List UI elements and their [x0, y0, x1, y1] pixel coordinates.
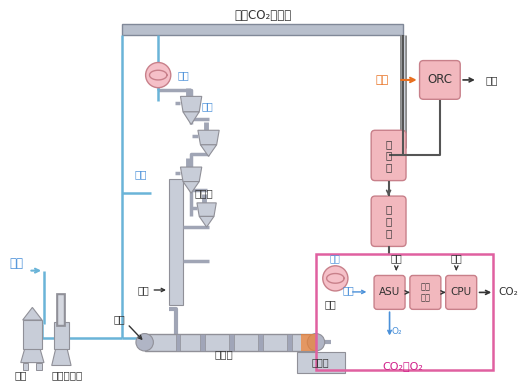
Polygon shape — [53, 322, 69, 349]
Polygon shape — [197, 203, 216, 216]
Text: O₂: O₂ — [391, 327, 402, 336]
Text: 收
尘
器: 收 尘 器 — [386, 139, 392, 172]
Text: 电能: 电能 — [450, 253, 462, 263]
Polygon shape — [287, 333, 292, 351]
Text: 冷却机: 冷却机 — [312, 358, 330, 368]
Text: ASU: ASU — [379, 288, 400, 297]
Text: 燃料: 燃料 — [324, 300, 336, 310]
Text: 生料: 生料 — [9, 257, 23, 270]
Polygon shape — [229, 333, 234, 351]
Polygon shape — [199, 216, 214, 227]
Text: 热料: 热料 — [343, 285, 354, 295]
Polygon shape — [297, 352, 345, 373]
FancyBboxPatch shape — [419, 60, 460, 99]
Text: 电能: 电能 — [390, 253, 402, 263]
Text: ORC: ORC — [427, 74, 453, 87]
Text: CPU: CPU — [450, 288, 472, 297]
FancyBboxPatch shape — [446, 276, 476, 310]
Circle shape — [146, 62, 171, 88]
Polygon shape — [258, 333, 263, 351]
Text: 空气: 空气 — [330, 256, 340, 264]
Polygon shape — [36, 363, 42, 370]
Polygon shape — [145, 333, 316, 351]
Polygon shape — [23, 320, 42, 349]
Polygon shape — [181, 167, 202, 182]
Polygon shape — [169, 179, 183, 305]
Text: CO₂和O₂: CO₂和O₂ — [383, 362, 424, 372]
Polygon shape — [183, 182, 199, 193]
Text: 空气: 空气 — [177, 70, 189, 80]
Polygon shape — [200, 145, 216, 156]
Text: 燃料: 燃料 — [138, 285, 149, 295]
Text: 燃料: 燃料 — [114, 314, 126, 324]
Text: 冷
凝
器: 冷 凝 器 — [386, 205, 392, 238]
Polygon shape — [181, 96, 202, 112]
Polygon shape — [23, 363, 29, 370]
Text: 废气: 废气 — [135, 169, 147, 179]
Circle shape — [136, 333, 153, 351]
Text: 电能: 电能 — [485, 75, 498, 85]
Text: 立磨: 立磨 — [15, 370, 28, 380]
Text: 回转窑: 回转窑 — [215, 349, 234, 359]
Circle shape — [323, 266, 348, 291]
Circle shape — [307, 333, 325, 351]
FancyBboxPatch shape — [410, 276, 441, 310]
Text: 富含CO₂的烟气: 富含CO₂的烟气 — [234, 8, 291, 22]
Polygon shape — [21, 349, 44, 363]
Text: 生料: 生料 — [202, 101, 213, 111]
Polygon shape — [198, 130, 219, 145]
Text: 余热: 余热 — [375, 75, 389, 85]
Polygon shape — [175, 333, 181, 351]
Text: 收尘器烟囱: 收尘器烟囱 — [52, 370, 83, 380]
Polygon shape — [183, 112, 199, 124]
FancyBboxPatch shape — [371, 196, 406, 246]
FancyBboxPatch shape — [374, 276, 405, 310]
Text: 混合
气体: 混合 气体 — [420, 283, 430, 302]
Polygon shape — [52, 349, 71, 365]
Polygon shape — [122, 24, 403, 35]
Polygon shape — [200, 333, 204, 351]
Text: CO₂: CO₂ — [498, 288, 518, 297]
Polygon shape — [23, 307, 42, 320]
Polygon shape — [302, 333, 316, 351]
Text: 分解炉: 分解炉 — [195, 188, 214, 198]
FancyBboxPatch shape — [371, 130, 406, 181]
